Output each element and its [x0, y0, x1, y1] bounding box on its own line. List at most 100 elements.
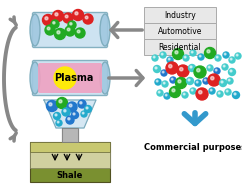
- Circle shape: [199, 55, 201, 57]
- Circle shape: [226, 90, 228, 92]
- Circle shape: [152, 55, 158, 61]
- Circle shape: [236, 54, 238, 56]
- Circle shape: [166, 62, 178, 74]
- Circle shape: [69, 104, 72, 107]
- Circle shape: [195, 80, 201, 86]
- Circle shape: [175, 51, 178, 54]
- Circle shape: [59, 100, 62, 103]
- Circle shape: [83, 14, 93, 24]
- Circle shape: [169, 64, 172, 68]
- Circle shape: [47, 27, 50, 30]
- Circle shape: [177, 65, 189, 77]
- Circle shape: [203, 78, 209, 84]
- Text: Plasma: Plasma: [54, 73, 94, 83]
- Circle shape: [55, 13, 58, 16]
- Circle shape: [170, 77, 176, 83]
- Circle shape: [175, 77, 187, 88]
- Circle shape: [168, 58, 170, 60]
- Circle shape: [190, 50, 196, 56]
- Circle shape: [228, 68, 235, 75]
- Circle shape: [208, 74, 220, 86]
- Circle shape: [184, 56, 186, 58]
- Circle shape: [49, 103, 52, 106]
- Circle shape: [84, 105, 91, 112]
- Circle shape: [208, 66, 210, 68]
- Circle shape: [46, 101, 58, 112]
- Circle shape: [57, 121, 59, 123]
- Circle shape: [53, 22, 55, 24]
- Circle shape: [227, 78, 233, 84]
- Circle shape: [55, 114, 57, 116]
- Circle shape: [163, 82, 165, 84]
- Circle shape: [82, 112, 84, 114]
- Circle shape: [171, 78, 173, 80]
- Text: Automotive: Automotive: [158, 26, 202, 36]
- Circle shape: [180, 67, 183, 71]
- Circle shape: [86, 107, 88, 109]
- Circle shape: [218, 92, 220, 94]
- Circle shape: [56, 98, 68, 108]
- Circle shape: [214, 68, 220, 74]
- Circle shape: [70, 23, 72, 25]
- Circle shape: [169, 87, 181, 98]
- Circle shape: [71, 112, 78, 119]
- Circle shape: [221, 81, 223, 83]
- Circle shape: [199, 91, 202, 94]
- Circle shape: [219, 80, 227, 87]
- Circle shape: [165, 94, 167, 96]
- Circle shape: [156, 80, 158, 82]
- Circle shape: [161, 53, 163, 55]
- FancyBboxPatch shape: [38, 63, 102, 93]
- Circle shape: [225, 89, 231, 95]
- Circle shape: [162, 81, 168, 87]
- Circle shape: [178, 80, 181, 83]
- Ellipse shape: [100, 62, 110, 94]
- Circle shape: [209, 88, 215, 94]
- Circle shape: [155, 79, 161, 85]
- Circle shape: [54, 29, 66, 40]
- Circle shape: [235, 53, 241, 59]
- Ellipse shape: [30, 62, 40, 94]
- Circle shape: [167, 57, 173, 63]
- Circle shape: [216, 56, 218, 58]
- Circle shape: [73, 9, 83, 20]
- Circle shape: [187, 77, 194, 84]
- Circle shape: [54, 67, 76, 89]
- Circle shape: [196, 88, 208, 100]
- Circle shape: [158, 91, 160, 93]
- Circle shape: [194, 66, 206, 78]
- Circle shape: [188, 79, 190, 81]
- Circle shape: [223, 52, 229, 58]
- Circle shape: [160, 52, 166, 58]
- Text: Industry: Industry: [164, 11, 196, 19]
- Ellipse shape: [100, 14, 110, 46]
- Circle shape: [197, 69, 200, 72]
- FancyBboxPatch shape: [32, 60, 107, 95]
- Circle shape: [45, 17, 48, 20]
- Circle shape: [228, 79, 230, 81]
- Circle shape: [223, 65, 225, 67]
- Polygon shape: [62, 128, 78, 142]
- FancyBboxPatch shape: [144, 7, 216, 23]
- Circle shape: [57, 31, 60, 34]
- Circle shape: [191, 89, 193, 91]
- Circle shape: [217, 91, 223, 97]
- FancyBboxPatch shape: [30, 142, 110, 182]
- Circle shape: [80, 102, 82, 104]
- Text: Shale: Shale: [57, 170, 83, 180]
- Circle shape: [43, 15, 53, 26]
- Circle shape: [63, 13, 73, 23]
- Circle shape: [85, 16, 88, 19]
- Circle shape: [196, 81, 198, 83]
- Circle shape: [183, 55, 189, 61]
- Circle shape: [68, 118, 70, 120]
- Circle shape: [73, 113, 75, 115]
- FancyBboxPatch shape: [30, 142, 110, 152]
- Circle shape: [77, 30, 80, 33]
- Circle shape: [224, 53, 226, 55]
- FancyBboxPatch shape: [32, 12, 107, 47]
- Circle shape: [215, 69, 217, 71]
- Circle shape: [162, 71, 164, 73]
- Circle shape: [67, 28, 70, 31]
- Polygon shape: [44, 100, 96, 128]
